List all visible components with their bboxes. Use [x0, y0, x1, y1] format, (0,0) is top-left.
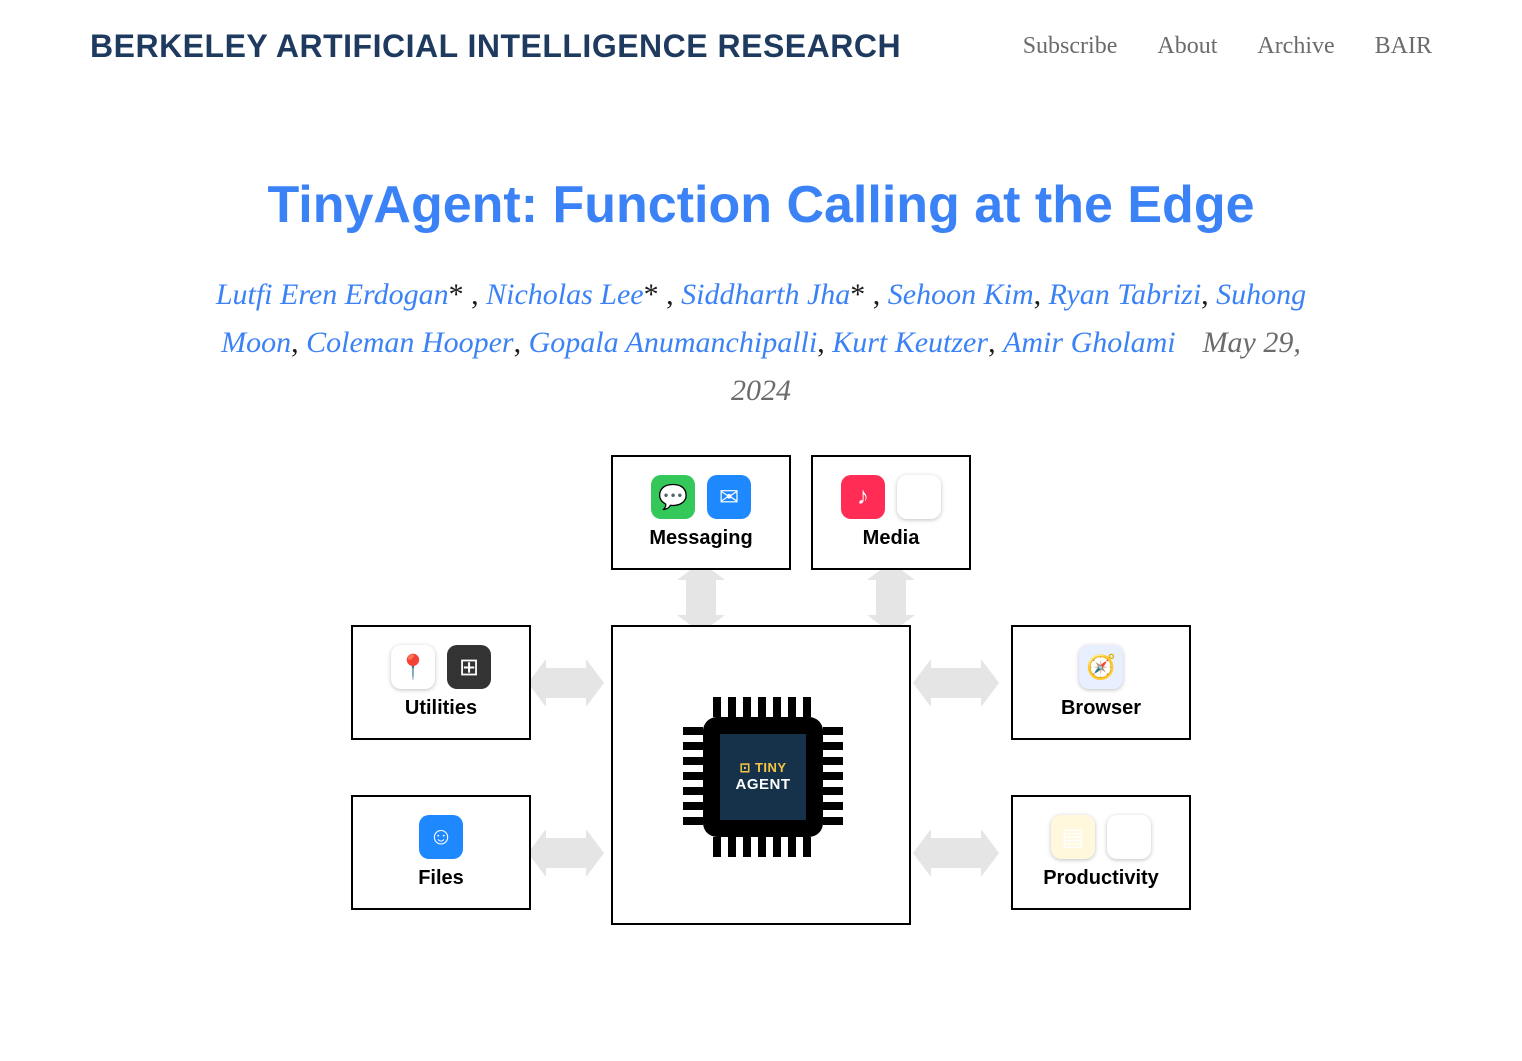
center-box: ⊡ TINYAGENT	[611, 625, 911, 925]
nav-subscribe[interactable]: Subscribe	[1023, 33, 1118, 60]
author-link[interactable]: Amir Gholami	[1003, 326, 1176, 359]
messaging-box: 💬 ✉ Messaging	[611, 455, 791, 570]
connector-arrow	[876, 580, 906, 615]
author-line: Lutfi Eren Erdogan* , Nicholas Lee* , Si…	[211, 271, 1311, 415]
browser-label: Browser	[1061, 697, 1141, 720]
nav-archive[interactable]: Archive	[1257, 33, 1334, 60]
media-label: Media	[863, 527, 920, 550]
author-separator: ,	[988, 326, 1003, 359]
author-link[interactable]: Nicholas Lee	[486, 278, 644, 311]
files-box: ☺ Files	[351, 795, 531, 910]
top-nav: Subscribe About Archive BAIR	[1023, 33, 1432, 60]
site-header: BERKELEY ARTIFICIAL INTELLIGENCE RESEARC…	[0, 0, 1522, 85]
utilities-label: Utilities	[405, 697, 477, 720]
author-link[interactable]: Kurt Keutzer	[832, 326, 988, 359]
author-link[interactable]: Siddharth Jha	[681, 278, 850, 311]
finder-icon: ☺	[419, 815, 463, 859]
mail-icon: ✉	[707, 475, 751, 519]
files-label: Files	[418, 867, 464, 890]
author-separator: ,	[1034, 278, 1049, 311]
author-separator: ,	[659, 278, 682, 311]
author-link[interactable]: Coleman Hooper	[306, 326, 513, 359]
site-title[interactable]: BERKELEY ARTIFICIAL INTELLIGENCE RESEARC…	[90, 28, 901, 65]
utilities-box: 📍 ⊞ Utilities	[351, 625, 531, 740]
notes-icon: ▤	[1051, 815, 1095, 859]
author-link[interactable]: Ryan Tabrizi	[1049, 278, 1202, 311]
safari-icon: 🧭	[1079, 645, 1123, 689]
author-link[interactable]: Lutfi Eren Erdogan	[216, 278, 449, 311]
connector-arrow	[546, 838, 586, 868]
browser-box: 🧭 Browser	[1011, 625, 1191, 740]
music-icon: ♪	[841, 475, 885, 519]
calculator-icon: ⊞	[447, 645, 491, 689]
author-separator: ,	[817, 326, 832, 359]
diagram-container: ⊡ TINYAGENT 💬 ✉ Messaging ♪ ✿ Media 📍 ⊞ Utilities…	[211, 455, 1311, 955]
author-separator: ,	[464, 278, 487, 311]
connector-arrow	[686, 580, 716, 615]
chip-label: ⊡ TINYAGENT	[720, 734, 806, 820]
connector-arrow	[931, 668, 981, 698]
maps-icon: 📍	[391, 645, 435, 689]
tinyagent-diagram: ⊡ TINYAGENT 💬 ✉ Messaging ♪ ✿ Media 📍 ⊞ Utilities…	[311, 455, 1211, 955]
messages-icon: 💬	[651, 475, 695, 519]
article-title: TinyAgent: Function Calling at the Edge	[211, 175, 1311, 235]
reminders-icon: ≡	[1107, 815, 1151, 859]
messaging-label: Messaging	[649, 527, 752, 550]
productivity-label: Productivity	[1043, 867, 1159, 890]
nav-bair[interactable]: BAIR	[1375, 33, 1432, 60]
author-link[interactable]: Gopala Anumanchipalli	[529, 326, 818, 359]
author-link[interactable]: Sehoon Kim	[888, 278, 1034, 311]
productivity-box: ▤ ≡ Productivity	[1011, 795, 1191, 910]
equal-contrib-star: *	[850, 278, 865, 311]
author-separator: ,	[514, 326, 529, 359]
equal-contrib-star: *	[644, 278, 659, 311]
chip-icon: ⊡ TINYAGENT	[683, 697, 843, 857]
author-separator: ,	[865, 278, 888, 311]
equal-contrib-star: *	[449, 278, 464, 311]
photos-icon: ✿	[897, 475, 941, 519]
author-separator: ,	[1201, 278, 1216, 311]
nav-about[interactable]: About	[1157, 33, 1217, 60]
connector-arrow	[546, 668, 586, 698]
media-box: ♪ ✿ Media	[811, 455, 971, 570]
connector-arrow	[931, 838, 981, 868]
article: TinyAgent: Function Calling at the Edge …	[171, 175, 1351, 955]
author-separator: ,	[291, 326, 306, 359]
